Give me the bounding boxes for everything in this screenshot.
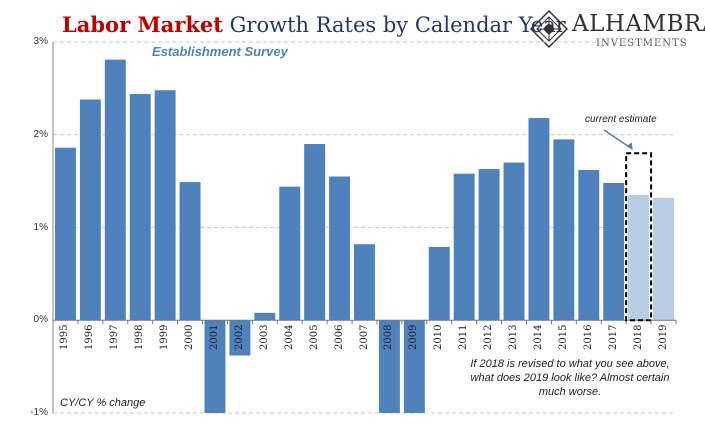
logo: ALHAMBRA INVESTMENTS: [528, 8, 705, 52]
logo-name: ALHAMBRA: [572, 11, 705, 37]
x-tick-label-2017: 2017: [607, 324, 619, 351]
x-tick-label-2009: 2009: [408, 324, 420, 351]
bar-2009: [403, 320, 425, 413]
title-highlight: Labor Market: [62, 12, 223, 37]
x-tick-label-2001: 2001: [208, 324, 220, 351]
x-tick-label-1997: 1997: [109, 324, 121, 351]
x-tick-label-2008: 2008: [383, 324, 395, 351]
bar-2014: [528, 118, 550, 321]
bar-2004: [279, 186, 301, 321]
bar-2007: [354, 244, 375, 321]
annotation-text: If 2018 is revised to what you see above…: [470, 358, 670, 398]
title-rest: Growth Rates by Calendar Year: [222, 13, 566, 37]
bar-1996: [79, 99, 101, 321]
bar-2016: [578, 169, 600, 321]
x-tick-label-1995: 1995: [59, 324, 71, 351]
x-tick-label-2013: 2013: [508, 324, 520, 351]
bar-2018: [628, 195, 650, 321]
bar-2015: [553, 139, 575, 321]
x-tick-label-2014: 2014: [532, 324, 544, 351]
x-tick-label-2003: 2003: [258, 324, 270, 351]
x-tick-label-1996: 1996: [84, 324, 96, 351]
bar-1997: [104, 59, 126, 321]
bar-1995: [54, 147, 76, 321]
y-tick-label: 3%: [33, 36, 48, 47]
bar-2019: [653, 197, 675, 321]
x-tick-label-2007: 2007: [358, 324, 370, 351]
x-tick-label-2019: 2019: [657, 324, 669, 351]
x-tick-label-2016: 2016: [582, 324, 594, 351]
chart-subtitle: Establishment Survey: [152, 44, 288, 59]
bar-2011: [453, 173, 475, 321]
bar-1998: [129, 93, 151, 321]
x-tick-label-2010: 2010: [433, 324, 445, 351]
chart-title: Labor Market Growth Rates by Calendar Ye…: [62, 12, 566, 37]
y-tick-label: 1%: [33, 221, 48, 233]
unit-note: CY/CY % change: [60, 397, 146, 409]
bar-1999: [154, 90, 176, 321]
x-tick-label-2004: 2004: [283, 324, 295, 351]
alhambra-diamond-icon: [530, 10, 568, 48]
bar-2003: [254, 312, 276, 321]
bar-2008: [378, 320, 400, 413]
y-tick-label: -1%: [30, 407, 48, 418]
x-tick-label-2018: 2018: [632, 324, 644, 351]
x-tick-label-2011: 2011: [458, 324, 470, 351]
estimate-arrow-head: [626, 142, 633, 150]
x-tick-label-2005: 2005: [308, 324, 320, 351]
x-tick-label-1999: 1999: [159, 324, 171, 351]
logo-sub: INVESTMENTS: [596, 38, 688, 49]
bar-2005: [304, 144, 326, 321]
x-tick-label-2012: 2012: [483, 324, 495, 351]
bar-2000: [179, 182, 201, 321]
x-tick-label-2015: 2015: [557, 324, 569, 351]
bar-2006: [329, 176, 351, 321]
x-tick-label-2002: 2002: [233, 324, 245, 351]
bar-2013: [503, 162, 525, 321]
bar-2002: [229, 320, 251, 356]
bar-2012: [478, 169, 500, 321]
x-tick-label-2000: 2000: [184, 324, 196, 351]
current-estimate-label: current estimate: [585, 114, 657, 125]
bar-2001: [204, 320, 226, 413]
bar-2017: [603, 182, 625, 321]
x-tick-label-2006: 2006: [333, 324, 345, 351]
y-tick-label: 0%: [33, 314, 48, 326]
bar-2010: [428, 246, 450, 321]
y-tick-label: 2%: [33, 128, 48, 140]
x-tick-label-1998: 1998: [134, 324, 146, 351]
current-estimate-box: [625, 152, 653, 322]
